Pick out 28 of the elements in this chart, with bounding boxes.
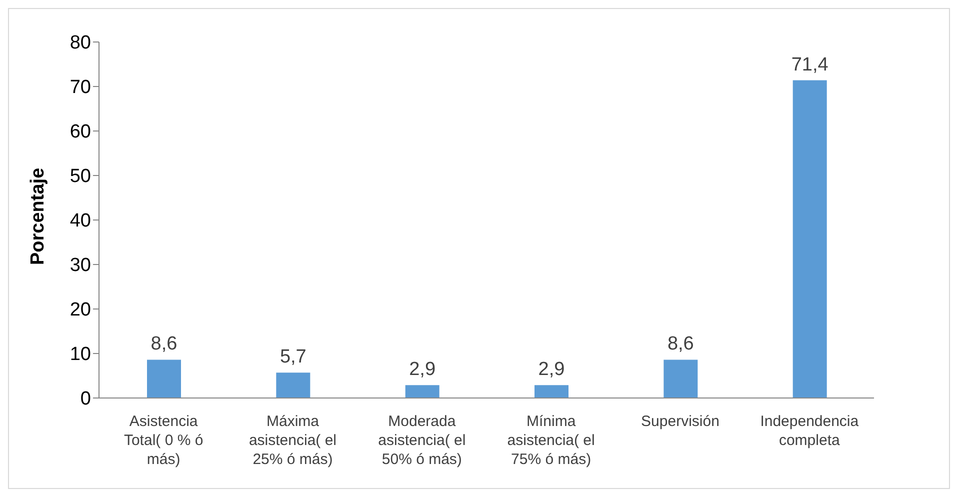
- data-label: 71,4: [791, 54, 829, 76]
- bar: [276, 372, 310, 398]
- y-axis-title: Porcentaje: [28, 168, 49, 265]
- y-tick-label: 70: [70, 77, 91, 98]
- y-tick-label: 60: [70, 122, 91, 143]
- data-label: 2,9: [409, 359, 436, 380]
- x-tick-label: Asistencia Total( 0 % ó más): [124, 413, 204, 468]
- y-tick-label: 0: [80, 388, 91, 410]
- x-tick-label: Moderada asistencia( el 50% ó más): [378, 413, 466, 468]
- bar: [534, 385, 568, 398]
- bar: [147, 360, 181, 398]
- y-tick-label: 10: [70, 344, 91, 366]
- data-label: 5,7: [280, 346, 306, 368]
- x-tick-label: Independencia completa: [760, 413, 860, 449]
- x-tick-label: Supervisión: [641, 413, 720, 430]
- y-tick-label: 80: [70, 32, 91, 54]
- y-tick-label: 50: [70, 166, 91, 188]
- data-label: 8,6: [150, 334, 178, 355]
- data-label: 8,6: [667, 334, 694, 355]
- bar: [664, 360, 698, 398]
- y-tick-label: 20: [70, 300, 91, 321]
- x-tick-label: Mínima asistencia( el 75% ó más): [507, 413, 595, 468]
- data-label: 2,9: [538, 359, 565, 380]
- bar: [405, 385, 440, 398]
- bar: [792, 80, 827, 398]
- x-tick-label: Máxima asistencia( el 25% ó más): [248, 413, 337, 468]
- y-tick-label: 30: [70, 255, 91, 276]
- y-tick-label: 40: [70, 210, 91, 232]
